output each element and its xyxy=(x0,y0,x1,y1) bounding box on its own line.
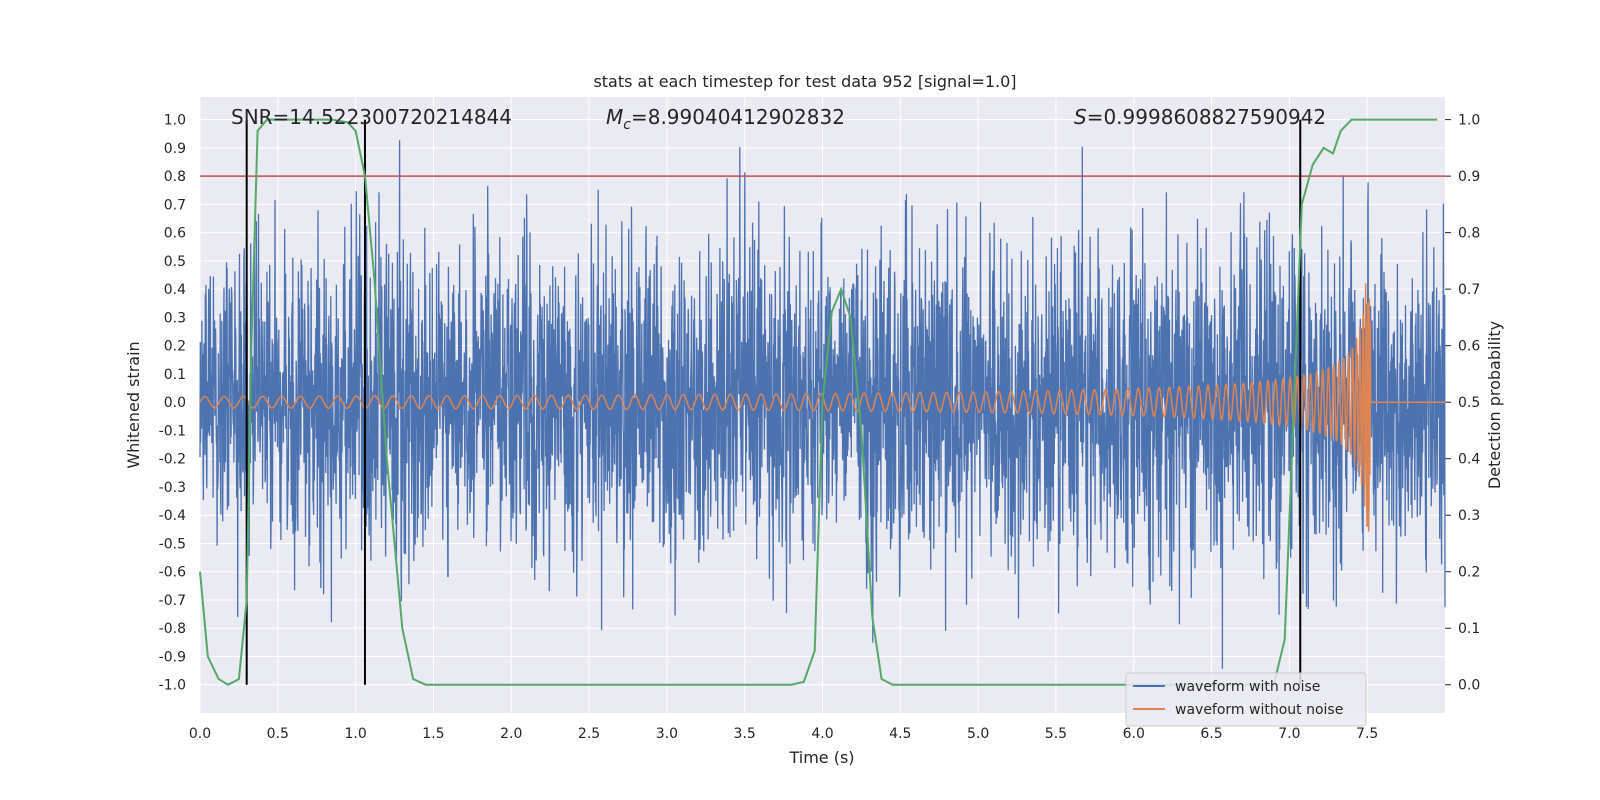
y-tick-label: -0.9 xyxy=(159,649,186,665)
y-tick-label: -0.8 xyxy=(159,621,186,637)
x-tick-label: 1.0 xyxy=(344,726,366,742)
y-tick-label: 0.0 xyxy=(164,395,186,411)
y-axis-label: Whitened strain xyxy=(124,341,143,468)
y2-tick-label: 0.4 xyxy=(1458,452,1480,468)
y2-tick-label: 0.6 xyxy=(1458,339,1480,355)
y-tick-label: -0.2 xyxy=(159,452,186,468)
y2-tick-label: 0.9 xyxy=(1458,169,1480,185)
x-tick-label: 2.5 xyxy=(578,726,600,742)
y2-axis-label: Detection probability xyxy=(1485,321,1504,489)
y-tick-label: 0.8 xyxy=(164,169,186,185)
x-axis-label: Time (s) xyxy=(788,748,854,767)
y2-tick-label: 0.5 xyxy=(1458,395,1480,411)
legend-label-noisy: waveform with noise xyxy=(1175,679,1320,695)
plot-data xyxy=(199,118,1446,686)
x-tick-label: 0.0 xyxy=(189,726,211,742)
y-tick-label: -1.0 xyxy=(159,678,186,694)
x-tick-label: 0.5 xyxy=(267,726,289,742)
legend-label-clean: waveform without noise xyxy=(1175,702,1343,718)
y2-tick-label: 0.0 xyxy=(1458,678,1480,694)
x-tick-label: 4.5 xyxy=(889,726,911,742)
x-tick-label: 4.0 xyxy=(811,726,833,742)
y-axis-ticks: 1.0 0.9 0.8 0.7 0.6 0.5 0.4 0.3 0.2 0.1 0.0 -0.1 -0.… xyxy=(159,113,186,694)
legend: waveform with noise waveform without noi… xyxy=(1125,672,1367,727)
chart-title: stats at each timestep for test data 952… xyxy=(593,72,1016,91)
x-tick-label: 5.5 xyxy=(1045,726,1067,742)
x-tick-label: 7.0 xyxy=(1278,726,1300,742)
y-tick-label: 0.9 xyxy=(164,141,186,157)
y2-tick-label: 0.3 xyxy=(1458,508,1480,524)
chirp-mass-annotation: Mc=8.99040412902832 xyxy=(606,105,845,133)
x-tick-label: 3.0 xyxy=(656,726,678,742)
legend-box xyxy=(1125,672,1367,727)
s-symbol: S xyxy=(1074,105,1087,129)
y-tick-label: 0.2 xyxy=(164,339,186,355)
x-tick-label: 3.5 xyxy=(734,726,756,742)
x-tick-label: 7.5 xyxy=(1356,726,1378,742)
y2-tick-label: 0.8 xyxy=(1458,226,1480,242)
y-tick-label: 1.0 xyxy=(164,113,186,129)
x-tick-label: 5.0 xyxy=(967,726,989,742)
y-tick-label: 0.1 xyxy=(164,367,186,383)
s-value: =0.9998608827590942 xyxy=(1087,105,1326,129)
y2-tick-label: 0.7 xyxy=(1458,282,1480,298)
y-tick-label: 0.3 xyxy=(164,310,186,326)
y2-axis-ticks: 1.0 0.9 0.8 0.7 0.6 0.5 0.4 0.3 0.2 0.1 0.0 xyxy=(1445,113,1480,694)
x-tick-label: 2.0 xyxy=(500,726,522,742)
y-tick-label: 0.7 xyxy=(164,197,186,213)
y-tick-label: 0.5 xyxy=(164,254,186,270)
mc-subscript: c xyxy=(623,117,631,133)
mc-symbol: M xyxy=(606,105,623,129)
y-tick-label: 0.6 xyxy=(164,226,186,242)
y2-tick-label: 0.1 xyxy=(1458,621,1480,637)
y-tick-label: 0.4 xyxy=(164,282,186,298)
y-tick-label: -0.1 xyxy=(159,423,186,439)
mc-value: =8.99040412902832 xyxy=(631,105,845,129)
y2-tick-label: 0.2 xyxy=(1458,565,1480,581)
x-tick-label: 1.5 xyxy=(422,726,444,742)
y-tick-label: -0.3 xyxy=(159,480,186,496)
series-detection-probability xyxy=(199,118,1438,686)
series-noisy-waveform xyxy=(199,140,1446,669)
x-tick-label: 6.5 xyxy=(1200,726,1222,742)
y-tick-label: -0.6 xyxy=(159,565,186,581)
y2-tick-label: 1.0 xyxy=(1458,113,1480,129)
score-annotation: S=0.9998608827590942 xyxy=(1074,105,1326,129)
x-tick-label: 6.0 xyxy=(1123,726,1145,742)
y-tick-label: -0.7 xyxy=(159,593,186,609)
y-tick-label: -0.4 xyxy=(159,508,186,524)
y-tick-label: -0.5 xyxy=(159,536,186,552)
x-axis-ticks: 0.0 0.5 1.0 1.5 2.0 2.5 3.0 3.5 4.0 4.5 5.0 5.5 6.0 6… xyxy=(189,726,1378,742)
snr-annotation: SNR=14.522300720214844 xyxy=(231,105,512,129)
